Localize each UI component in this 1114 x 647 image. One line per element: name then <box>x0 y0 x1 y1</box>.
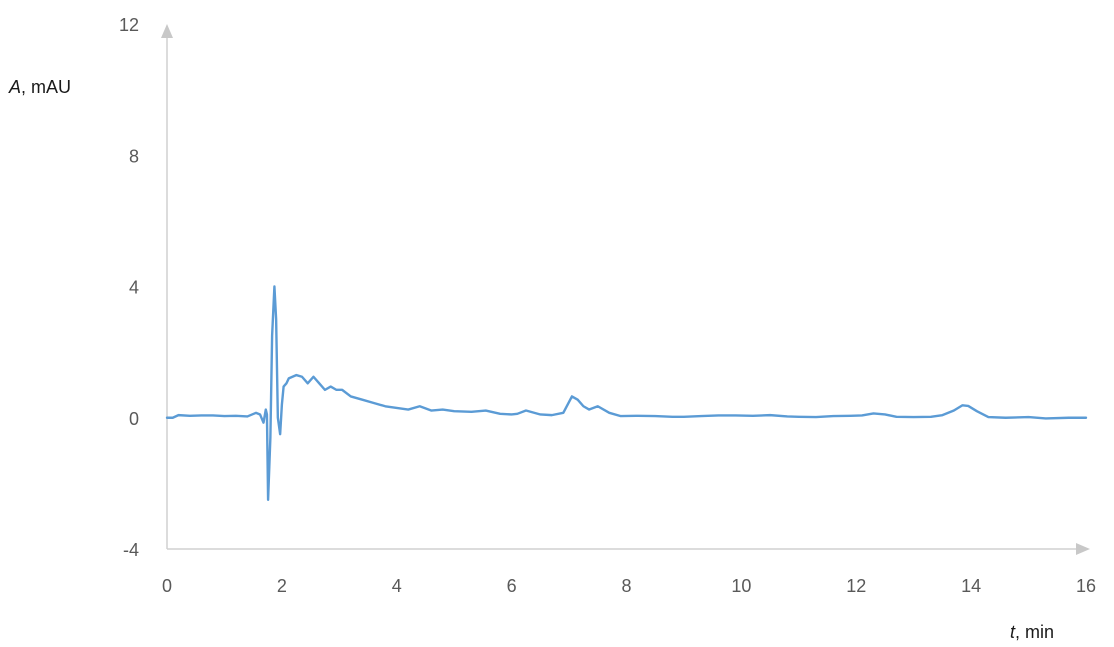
x-tick-label: 12 <box>846 576 866 596</box>
x-tick-label: 2 <box>277 576 287 596</box>
x-tick-labels: 0 2 4 6 8 10 12 14 16 <box>162 576 1096 596</box>
x-axis-title-symbol: t <box>1010 622 1016 642</box>
y-axis-title-symbol: A <box>8 77 21 97</box>
x-axis-title-unit: , min <box>1015 622 1054 642</box>
y-tick-label: 8 <box>129 146 139 166</box>
x-tick-label: 14 <box>961 576 981 596</box>
series-layer <box>165 285 1088 501</box>
x-tick-label: 10 <box>731 576 751 596</box>
y-tick-labels: -4 0 4 8 12 <box>119 15 139 560</box>
axes <box>161 24 1090 555</box>
y-axis-arrow <box>161 24 173 38</box>
x-tick-label: 4 <box>392 576 402 596</box>
x-tick-label: 6 <box>507 576 517 596</box>
x-axis-arrow <box>1076 543 1090 555</box>
y-tick-label: -4 <box>123 540 139 560</box>
y-tick-label: 0 <box>129 409 139 429</box>
y-axis-title: A, mAU <box>8 77 71 97</box>
x-tick-label: 16 <box>1076 576 1096 596</box>
y-tick-label: 4 <box>129 278 139 298</box>
x-axis-title: t, min <box>1010 622 1054 642</box>
y-tick-label: 12 <box>119 15 139 35</box>
x-tick-label: 0 <box>162 576 172 596</box>
chromatogram-line <box>165 285 1088 501</box>
x-tick-label: 8 <box>621 576 631 596</box>
y-axis-title-unit: , mAU <box>21 77 71 97</box>
